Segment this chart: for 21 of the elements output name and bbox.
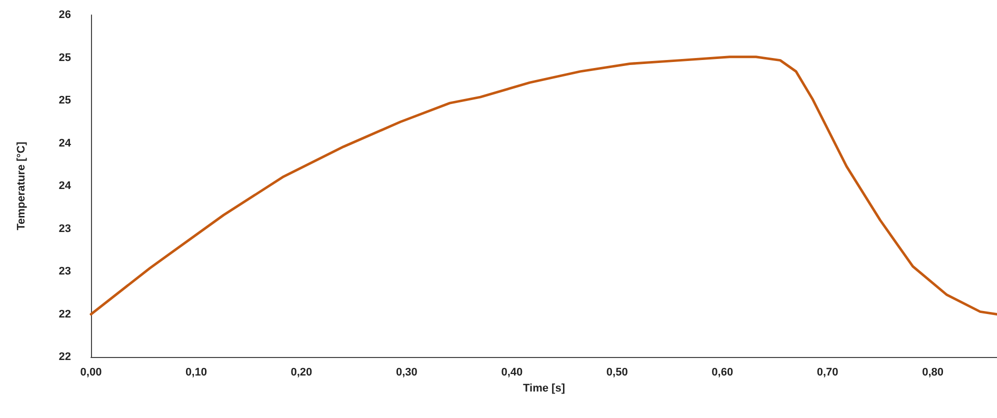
y-tick-label: 26 [58, 9, 71, 21]
x-tick-label: 0,50 [606, 366, 628, 378]
y-tick-label: 24 [58, 180, 72, 192]
x-tick-label: 0,40 [501, 366, 523, 378]
y-tick-label: 22 [58, 308, 71, 320]
y-tick-label: 25 [58, 52, 71, 64]
x-tick-label: 0,20 [290, 366, 312, 378]
line-series [90, 56, 997, 316]
x-axis-title: Time [s] [523, 382, 566, 394]
x-tick-label: 0,60 [712, 366, 734, 378]
y-tick-label: 24 [58, 137, 72, 150]
y-tick-label: 25 [58, 94, 71, 106]
y-tick-label: 23 [58, 266, 71, 278]
x-tick-label: 0,30 [396, 366, 418, 378]
x-tick-label: 0,70 [816, 366, 838, 378]
x-tick-label: 0,00 [80, 366, 102, 378]
x-tick-label: 0,10 [186, 366, 207, 378]
y-axis-title: Temperature [°C] [16, 141, 28, 230]
y-tick-label: 23 [58, 222, 71, 235]
x-tick-label: 0,80 [922, 366, 944, 378]
y-tick-label: 22 [58, 351, 71, 363]
